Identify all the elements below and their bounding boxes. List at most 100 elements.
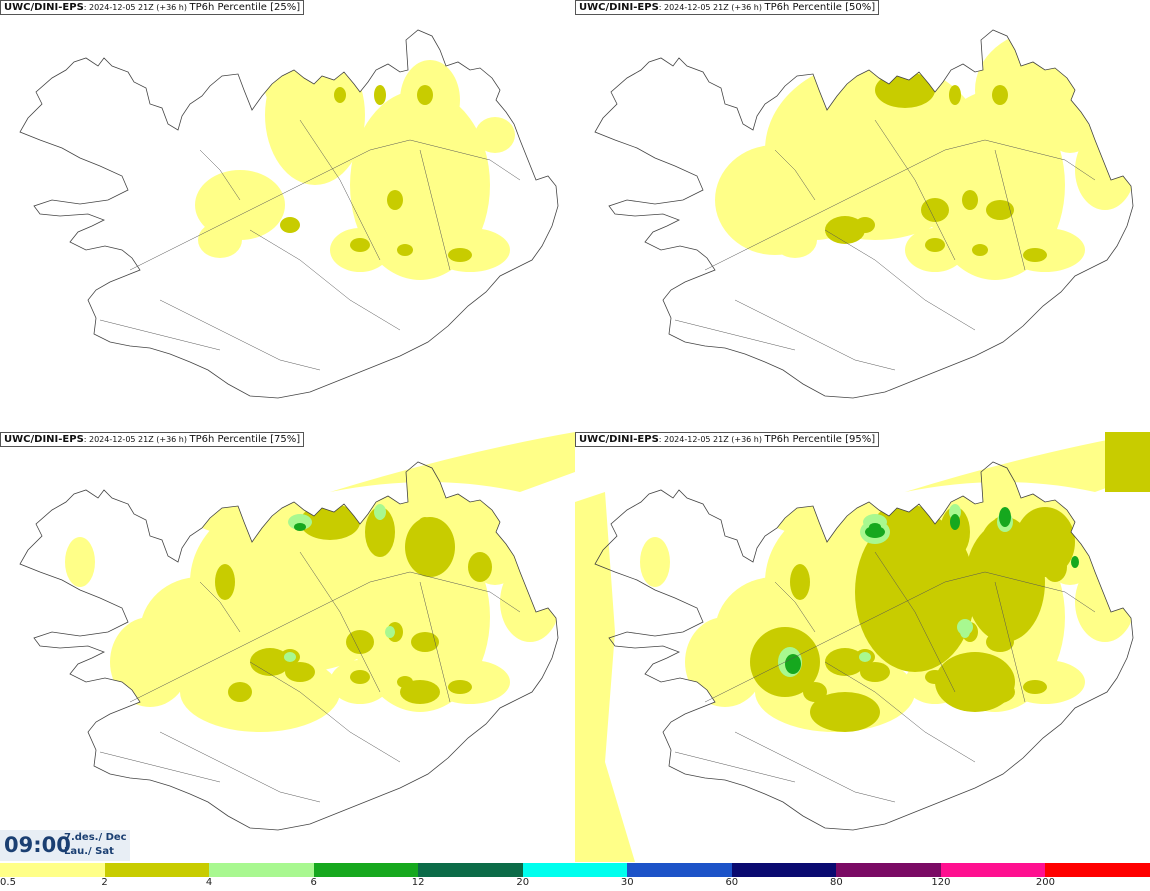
road-line [994,149,1026,271]
precip-contour [285,662,315,682]
precip-contour [405,517,455,577]
precip-contour [855,512,975,672]
offshore-precip-west [575,492,635,862]
legend-label: 60 [725,877,739,888]
road-line [824,229,976,331]
run-time: : 2024-12-05 21Z (+36 h) [83,3,190,12]
precip-contour [411,632,439,652]
road-line [704,139,1096,271]
field-name: TP6h Percentile [50%] [764,2,876,13]
precipitation-legend: 0.5 2 4 6 12 20 30 60 80 120 200 [0,861,1150,891]
road-line [674,751,796,783]
precip-contour [865,526,885,538]
legend-label: 20 [516,877,530,888]
legend-label: 80 [829,877,843,888]
precip-contour [468,552,492,582]
field-name: TP6h Percentile [95%] [764,434,876,445]
precip-contour [1075,130,1133,210]
precip-contour [957,619,973,635]
legend-label: 0.5 [0,877,16,888]
precip-contour [810,692,880,732]
field-name: TP6h Percentile [25%] [189,2,301,13]
precip-contour [785,654,801,674]
precipitation-map [594,29,1134,399]
legend-swatch [0,863,106,877]
precip-contour [265,45,365,185]
panel-title: UWC/DINI-EPS: 2024-12-05 21Z (+36 h) TP6… [0,0,305,15]
precip-contour [228,682,252,702]
valid-date: 7.des./ Dec [64,832,127,843]
precip-contour [825,648,865,676]
precip-contour [935,652,1015,712]
precip-contour [860,662,890,682]
coastline [594,461,1134,831]
legend-label: 120 [931,877,951,888]
precip-contour [346,630,374,654]
road-line [159,731,321,803]
panel-title: UWC/DINI-EPS: 2024-12-05 21Z (+36 h) TP6… [575,0,880,15]
road-line [994,581,1026,703]
legend-label: 30 [620,877,634,888]
road-line [704,571,1096,703]
valid-weekday: Lau./ Sat [64,846,114,857]
precip-contour [374,85,386,105]
legend-swatch [209,863,315,877]
precip-contour [284,652,296,662]
precip-contour [475,117,515,153]
precip-contour [334,87,346,103]
precipitation-map [19,29,559,399]
map-panel-p50: UWC/DINI-EPS: 2024-12-05 21Z (+36 h) TP6… [575,0,1150,430]
precip-contour [949,85,961,105]
precip-contour [417,85,433,105]
precip-contour [430,228,510,272]
road-line [419,581,451,703]
model-name: UWC/DINI-EPS [579,2,659,13]
precip-contour [294,523,306,531]
road-line [734,731,896,803]
road-line [874,119,956,261]
road-line [299,119,381,261]
road-line [674,319,796,351]
road-line [249,661,401,763]
offshore-precip-ne [1105,432,1150,492]
map-panel-p95: UWC/DINI-EPS: 2024-12-05 21Z (+36 h) TP6… [575,432,1150,862]
road-line [199,581,241,633]
precipitation-map [19,432,575,831]
precip-contour [1005,228,1085,272]
legend-swatch [627,863,733,877]
precip-contour [999,507,1011,527]
road-line [734,299,896,371]
precip-contour [350,670,370,684]
legend-label: 4 [205,877,213,888]
precip-contour [859,652,871,662]
precip-contour [448,680,472,694]
road-line [99,751,221,783]
precip-contour [825,216,865,244]
road-line [824,661,976,763]
precip-contour [685,617,765,707]
precip-contour [715,145,835,255]
model-name: UWC/DINI-EPS [4,434,84,445]
valid-time: 09:00 [4,833,71,857]
precip-contour [972,244,988,256]
road-line [249,229,401,331]
road-line [874,551,956,693]
precip-contour [1075,562,1133,642]
panel-title: UWC/DINI-EPS: 2024-12-05 21Z (+36 h) TP6… [575,432,880,447]
precip-contour [962,190,978,210]
coastline [19,461,559,831]
road-line [129,139,521,271]
legend-swatch [313,863,419,877]
map-panel-p25: UWC/DINI-EPS: 2024-12-05 21Z (+36 h) TP6… [0,0,575,430]
precip-contour [1015,507,1075,577]
precip-contour [110,617,190,707]
precip-contour [65,537,95,587]
legend-swatch [731,863,837,877]
precip-contour [250,648,290,676]
precip-contour [1071,556,1079,568]
precip-contour [387,190,403,210]
road-line [159,299,321,371]
precip-contour [430,660,510,704]
model-name: UWC/DINI-EPS [4,2,84,13]
run-time: : 2024-12-05 21Z (+36 h) [658,3,765,12]
